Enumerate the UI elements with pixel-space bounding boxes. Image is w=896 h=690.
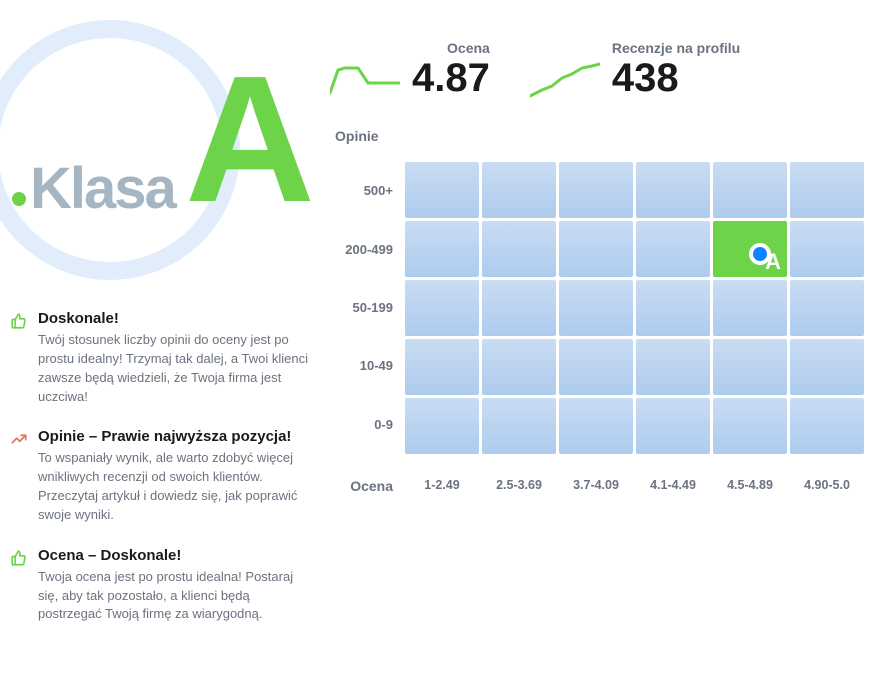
tip-title: Ocena – Doskonale! bbox=[38, 547, 310, 564]
dashboard-container: Klasa A Doskonale! Twój stosunek liczby o… bbox=[0, 0, 896, 690]
stat-rating-label: Ocena bbox=[412, 40, 490, 56]
tip-title: Opinie – Prawie najwyższa pozycja! bbox=[38, 428, 310, 445]
stat-rating: Ocena 4.87 bbox=[330, 40, 490, 98]
tip-body: Doskonale! Twój stosunek liczby opinii do… bbox=[38, 310, 310, 406]
heatmap-cell bbox=[636, 339, 710, 395]
sparkline-reviews bbox=[530, 58, 600, 98]
heatmap-cell bbox=[482, 162, 556, 218]
grade-letter: A bbox=[185, 50, 305, 230]
heatmap-x-label: 4.1-4.49 bbox=[636, 478, 710, 494]
stat-rating-value: 4.87 bbox=[412, 58, 490, 98]
stat-reviews-value: 438 bbox=[612, 58, 740, 98]
tip-item: Doskonale! Twój stosunek liczby opinii do… bbox=[10, 310, 310, 406]
grade-dot bbox=[12, 192, 26, 206]
heatmap-x-label: 2.5-3.69 bbox=[482, 478, 556, 494]
heatmap-cell bbox=[636, 398, 710, 454]
heatmap-cell bbox=[790, 398, 864, 454]
stat-reviews-label: Recenzje na profilu bbox=[612, 40, 740, 56]
right-column: Ocena 4.87 Recenzje na profilu 438 Opini… bbox=[330, 0, 896, 690]
sparkline-rating bbox=[330, 58, 400, 98]
tip-title: Doskonale! bbox=[38, 310, 310, 327]
stat-rating-text: Ocena 4.87 bbox=[412, 40, 490, 98]
heatmap-cell bbox=[482, 398, 556, 454]
heatmap-y-title: Opinie bbox=[335, 128, 876, 144]
sparkline-reviews-line bbox=[530, 64, 600, 96]
heatmap-cell bbox=[559, 162, 633, 218]
grade-prefix: Klasa bbox=[30, 155, 175, 222]
heatmap-cell bbox=[405, 162, 479, 218]
heatmap-cell bbox=[405, 398, 479, 454]
thumb-up-icon bbox=[10, 547, 38, 625]
heatmap-x-title: Ocena bbox=[330, 478, 405, 494]
tip-text: To wspaniały wynik, ale warto zdobyć wię… bbox=[38, 449, 310, 524]
heatmap-cell bbox=[482, 339, 556, 395]
heatmap-cell bbox=[790, 221, 864, 277]
heatmap-section: Opinie 500+200-49950-19910-490-9 A Ocena… bbox=[330, 128, 876, 494]
heatmap-x-label: 4.5-4.89 bbox=[713, 478, 787, 494]
heatmap-cell bbox=[405, 221, 479, 277]
heatmap-cell bbox=[713, 162, 787, 218]
heatmap-cell bbox=[713, 398, 787, 454]
tip-item: Ocena – Doskonale! Twoja ocena jest po pr… bbox=[10, 547, 310, 625]
heatmap-y-label: 10-49 bbox=[330, 338, 393, 394]
heatmap-cell bbox=[559, 398, 633, 454]
heatmap-cell: A bbox=[713, 221, 787, 277]
heatmap-cell bbox=[790, 162, 864, 218]
left-column: Klasa A Doskonale! Twój stosunek liczby o… bbox=[0, 0, 330, 690]
heatmap-x-labels: 1-2.492.5-3.693.7-4.094.1-4.494.5-4.894.… bbox=[405, 478, 864, 494]
heatmap-cell bbox=[790, 280, 864, 336]
heatmap-y-label: 50-199 bbox=[330, 280, 393, 336]
heatmap-cell bbox=[405, 339, 479, 395]
heatmap-wrap: 500+200-49950-19910-490-9 A bbox=[330, 162, 876, 454]
heatmap-cell bbox=[713, 339, 787, 395]
heatmap-marker-letter: A bbox=[765, 249, 781, 275]
heatmap-cell bbox=[790, 339, 864, 395]
tip-body: Ocena – Doskonale! Twoja ocena jest po pr… bbox=[38, 547, 310, 625]
heatmap-y-label: 0-9 bbox=[330, 397, 393, 453]
heatmap-cell bbox=[713, 280, 787, 336]
heatmap-x-row: Ocena 1-2.492.5-3.693.7-4.094.1-4.494.5-… bbox=[330, 478, 876, 494]
sparkline-rating-line bbox=[330, 68, 400, 93]
thumb-up-icon bbox=[10, 310, 38, 406]
stat-reviews: Recenzje na profilu 438 bbox=[530, 40, 740, 98]
heatmap-x-label: 4.90-5.0 bbox=[790, 478, 864, 494]
heatmap-cell bbox=[482, 280, 556, 336]
tip-text: Twój stosunek liczby opinii do oceny jes… bbox=[38, 331, 310, 406]
tip-text: Twoja ocena jest po prostu idealna! Post… bbox=[38, 568, 310, 625]
heatmap-cell bbox=[636, 280, 710, 336]
heatmap-grid: A bbox=[405, 162, 864, 454]
heatmap-y-label: 200-499 bbox=[330, 222, 393, 278]
tip-body: Opinie – Prawie najwyższa pozycja! To wsp… bbox=[38, 428, 310, 524]
stat-reviews-text: Recenzje na profilu 438 bbox=[612, 40, 740, 98]
heatmap-cell bbox=[405, 280, 479, 336]
heatmap-cell bbox=[559, 280, 633, 336]
heatmap-cell bbox=[482, 221, 556, 277]
tip-item: Opinie – Prawie najwyższa pozycja! To wsp… bbox=[10, 428, 310, 524]
heatmap-x-label: 3.7-4.09 bbox=[559, 478, 633, 494]
tips-list: Doskonale! Twój stosunek liczby opinii do… bbox=[10, 310, 310, 624]
heatmap-x-label: 1-2.49 bbox=[405, 478, 479, 494]
heatmap-cell bbox=[636, 162, 710, 218]
heatmap-cell bbox=[559, 339, 633, 395]
trend-up-icon bbox=[10, 428, 38, 524]
heatmap-y-label: 500+ bbox=[330, 163, 393, 219]
heatmap-y-labels: 500+200-49950-19910-490-9 bbox=[330, 162, 405, 454]
heatmap-cell bbox=[636, 221, 710, 277]
grade-badge: Klasa A bbox=[10, 20, 310, 270]
stats-row: Ocena 4.87 Recenzje na profilu 438 bbox=[330, 40, 876, 98]
heatmap-cell bbox=[559, 221, 633, 277]
